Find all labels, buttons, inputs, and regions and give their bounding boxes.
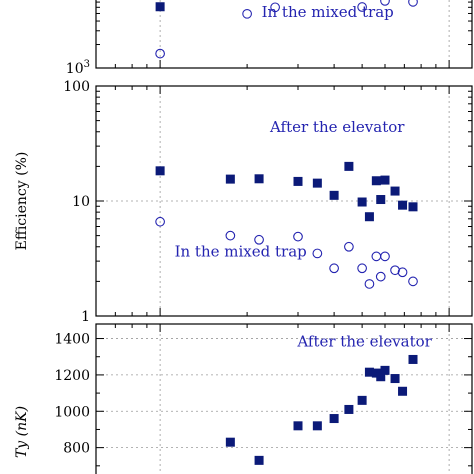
panel-efficiency-point-s0-3: [293, 176, 303, 186]
panel-top-frame: [95, 0, 473, 69]
panel-efficiency-point-s1-10: [375, 271, 386, 282]
panel-efficiency-point-s1-5: [329, 263, 339, 274]
panel-temperature-point-s0-7: [364, 367, 374, 377]
panel-top-point-s1-1: [242, 8, 252, 19]
panel-efficiency-point-s0-12: [390, 186, 400, 196]
panel-efficiency-point-s0-9: [371, 176, 381, 186]
panel-efficiency-annotation-0: After the elevator: [269, 118, 405, 136]
panel-efficiency-point-s1-6: [344, 241, 354, 252]
panel-efficiency-point-s0-10: [376, 195, 386, 205]
panel-efficiency-point-s0-2: [254, 174, 264, 184]
panel-efficiency-point-s1-11: [380, 251, 390, 262]
panel-temperature-ytick-label-0: 800: [63, 441, 90, 457]
panel-temperature-ytick-label-1: 1000: [54, 404, 90, 420]
panel-efficiency-point-s1-7: [357, 263, 367, 274]
panel-temperature-markers: [225, 354, 418, 465]
panel-efficiency: 1 10 100 After the elevator In the mixed t…: [14, 79, 473, 325]
panel-temperature-annotation-0: After the elevator: [296, 333, 432, 351]
panel-temperature-point-s0-4: [329, 414, 339, 424]
panel-temperature-point-s0-1: [254, 455, 264, 465]
panel-temperature-frame: [95, 323, 473, 474]
panel-temperature-ytick-label-3: 1400: [54, 332, 90, 348]
panel-top-annotation-0: In the mixed trap: [262, 3, 394, 21]
temperature-axis-label: Ty (nK): [14, 406, 30, 458]
panel-top-point-s1-0: [155, 48, 165, 59]
panel-temperature-point-s0-2: [293, 421, 303, 431]
panel-efficiency-point-s1-12: [390, 265, 400, 276]
panel-efficiency-point-s0-6: [344, 161, 354, 171]
panel-efficiency-point-s0-14: [408, 202, 418, 212]
panel-temperature-point-s0-3: [312, 421, 322, 431]
panel-efficiency-point-s0-7: [357, 197, 367, 207]
panel-top-ticks: [95, 1, 472, 69]
panel-temperature-point-s0-13: [408, 354, 418, 364]
panel-efficiency-point-s1-4: [312, 248, 323, 259]
panel-temperature-point-s0-6: [357, 395, 367, 405]
panel-efficiency-point-s0-11: [380, 175, 390, 185]
panel-efficiency-point-s1-3: [293, 231, 303, 242]
panel-efficiency-ytick-label-1: 10: [72, 194, 90, 210]
panel-temperature-ytick-label-2: 1200: [54, 368, 90, 384]
panel-temperature-point-s0-9: [376, 372, 386, 382]
panel-efficiency-point-s1-0: [155, 216, 165, 227]
panel-efficiency-ytick-label-0: 1: [81, 309, 90, 325]
panel-temperature-ticks: [95, 324, 472, 467]
panel-temperature-point-s0-11: [390, 374, 400, 384]
panel-top-point-s1-2: [270, 2, 280, 13]
panel-efficiency-point-s1-1: [225, 230, 236, 241]
panel-temperature-grid: [96, 324, 472, 474]
efficiency-axis-label: Efficiency (%): [14, 152, 30, 251]
panel-top-point-s1-5: [408, 0, 418, 7]
panel-efficiency-grid: [96, 86, 472, 316]
panel-efficiency-point-s1-13: [397, 267, 408, 278]
panel-temperature-point-s0-10: [380, 365, 390, 375]
panel-top-ytick-label-0: 103: [66, 59, 90, 77]
panel-efficiency-point-s0-5: [329, 190, 339, 200]
panel-efficiency-point-s0-8: [364, 212, 374, 222]
panel-efficiency-point-s0-1: [225, 174, 235, 184]
panel-top-point-s0-0: [155, 2, 165, 12]
panel-efficiency-point-s0-0: [155, 166, 165, 176]
panel-temperature-point-s0-0: [225, 437, 235, 447]
panel-efficiency-point-s1-2: [254, 234, 264, 245]
panel-efficiency-point-s1-9: [371, 251, 382, 262]
panel-temperature-point-s0-5: [344, 404, 354, 414]
panel-efficiency-annotation-1: In the mixed trap: [175, 242, 307, 260]
panel-top-tick-labels: 103: [66, 59, 90, 77]
panel-efficiency-point-s1-14: [408, 276, 418, 287]
panel-efficiency-markers: [155, 161, 418, 289]
panel-top: 103 In the mixed trap: [66, 0, 473, 77]
panel-top-markers: [155, 0, 418, 59]
panel-efficiency-point-s0-4: [312, 178, 322, 188]
panel-efficiency-ticks: [95, 85, 472, 317]
panel-efficiency-point-s1-8: [364, 279, 375, 289]
panel-efficiency-frame: [95, 85, 473, 317]
panel-efficiency-point-s0-13: [398, 200, 408, 210]
panel-top-point-s1-4: [380, 0, 390, 6]
panel-temperature-tick-labels: 800 1000 1200 1400: [54, 332, 90, 457]
panel-efficiency-ytick-label-2: 100: [63, 79, 90, 95]
panel-temperature: 800 1000 1200 1400 After the elevator Ty (n…: [14, 323, 473, 474]
panel-temperature-point-s0-12: [398, 386, 408, 396]
panel-efficiency-tick-labels: 1 10 100: [63, 79, 90, 325]
panel-top-point-s1-3: [357, 2, 367, 12]
panel-top-grid: [159, 0, 450, 68]
